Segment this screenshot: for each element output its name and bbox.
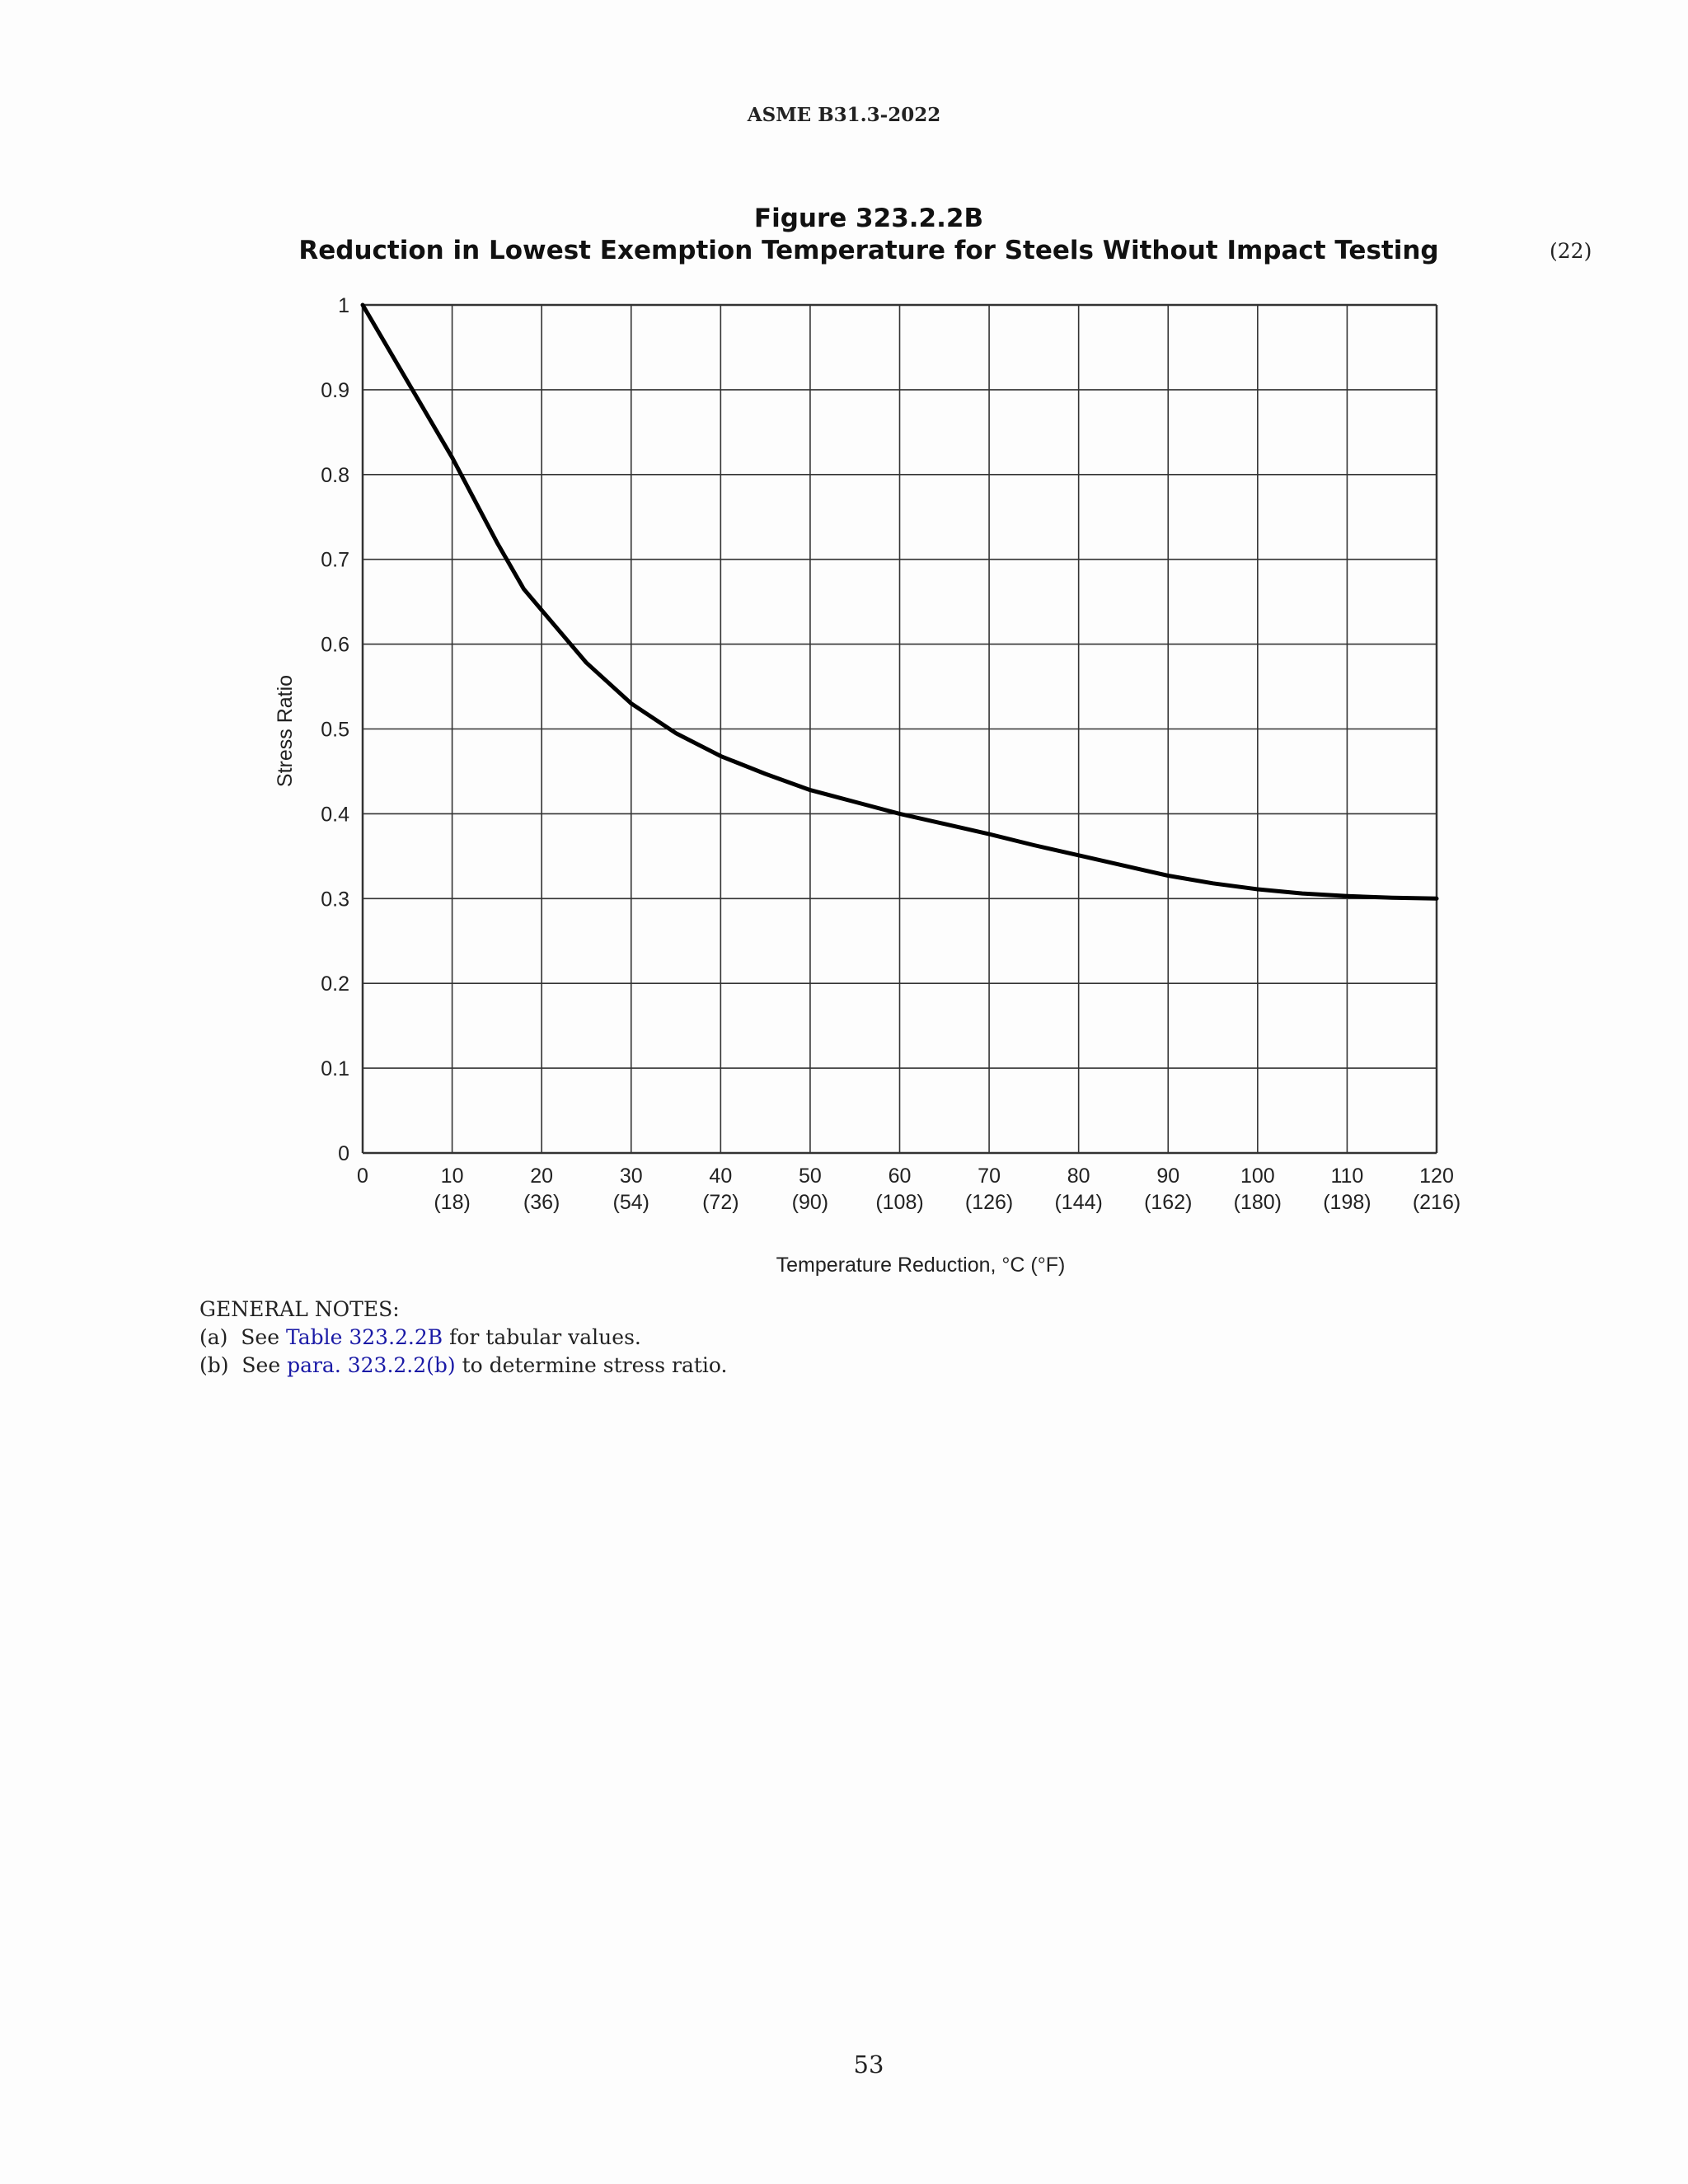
x-tick-label-secondary: (54) (613, 1191, 649, 1214)
figure-number: Figure 323.2.2B (753, 204, 984, 233)
revision-mark: (22) (1550, 239, 1592, 263)
notes-heading: GENERAL NOTES: (199, 1297, 400, 1321)
x-tick-label-secondary: (126) (965, 1191, 1013, 1214)
y-tick-label: 0.5 (321, 719, 349, 742)
stress-ratio-curve (360, 302, 1439, 901)
x-tick-label-secondary: (216) (1413, 1191, 1461, 1214)
y-tick-label: 0 (338, 1142, 349, 1165)
x-axis-label: Temperature Reduction, °C (°F) (776, 1254, 1066, 1277)
note-b-suffix: to determine stress ratio. (455, 1353, 728, 1377)
page-number: 53 (853, 2050, 884, 2079)
y-tick-label: 0.4 (321, 803, 349, 826)
document-header: ASME B31.3-2022 (747, 104, 941, 126)
y-axis-label: Stress Ratio (274, 675, 297, 787)
note-a-suffix: for tabular values. (443, 1325, 641, 1349)
y-tick-label: 1 (338, 294, 349, 317)
x-tick-label: 70 (978, 1165, 1001, 1188)
x-tick-label: 90 (1156, 1165, 1179, 1188)
figure-title: Reduction in Lowest Exemption Temperatur… (298, 236, 1439, 265)
x-tick-label: 80 (1067, 1165, 1090, 1188)
x-tick-label: 100 (1240, 1165, 1275, 1188)
table-link[interactable]: Table 323.2.2B (285, 1325, 443, 1349)
note-a-prefix: (a) See (199, 1325, 286, 1349)
x-tick-label: 30 (620, 1165, 643, 1188)
x-axis-ticks: 0 10 (18) 20 (36) 30 (54) 40 (72) 50 (90) 60 (108) 70… (357, 1165, 1461, 1214)
y-tick-label: 0.7 (321, 549, 349, 572)
y-tick-label: 0.1 (321, 1057, 349, 1080)
note-a: (a) See Table 323.2.2B for tabular value… (199, 1324, 727, 1352)
x-tick-label: 50 (799, 1165, 822, 1188)
stress-ratio-chart: 0 0.1 0.2 0.3 0.4 0.5 0.6 0.7 0.8 0.9 1 0 10 (18) 20 (… (274, 294, 1461, 1277)
x-tick-label: 40 (709, 1165, 732, 1188)
para-link[interactable]: para. 323.2.2(b) (287, 1353, 456, 1377)
x-tick-label: 110 (1330, 1165, 1363, 1188)
y-tick-label: 0.3 (321, 888, 349, 911)
x-tick-label-secondary: (162) (1144, 1191, 1192, 1214)
general-notes: GENERAL NOTES: (a) See Table 323.2.2B fo… (199, 1296, 727, 1380)
note-b: (b) See para. 323.2.2(b) to determine st… (199, 1352, 727, 1380)
x-tick-label-secondary: (180) (1234, 1191, 1282, 1214)
y-tick-label: 0.2 (321, 972, 349, 996)
x-tick-label: 120 (1419, 1165, 1454, 1188)
x-tick-label: 60 (889, 1165, 912, 1188)
x-tick-label-secondary: (144) (1054, 1191, 1102, 1214)
y-tick-label: 0.6 (321, 634, 349, 657)
x-tick-label: 20 (530, 1165, 553, 1188)
x-tick-label-secondary: (90) (792, 1191, 828, 1214)
note-b-prefix: (b) See (199, 1353, 288, 1377)
y-tick-label: 0.8 (321, 464, 349, 487)
x-tick-label-secondary: (72) (702, 1191, 738, 1214)
x-tick-label-secondary: (198) (1323, 1191, 1371, 1214)
chart-series (360, 302, 1439, 901)
x-tick-label: 0 (357, 1165, 368, 1188)
y-tick-label: 0.9 (321, 379, 349, 402)
x-tick-label-secondary: (18) (434, 1191, 470, 1214)
x-tick-label-secondary: (36) (523, 1191, 560, 1214)
y-axis-ticks: 0 0.1 0.2 0.3 0.4 0.5 0.6 0.7 0.8 0.9 1 (321, 294, 349, 1165)
chart-grid (361, 303, 1438, 1155)
x-tick-label-secondary: (108) (875, 1191, 923, 1214)
x-tick-label: 10 (441, 1165, 464, 1188)
